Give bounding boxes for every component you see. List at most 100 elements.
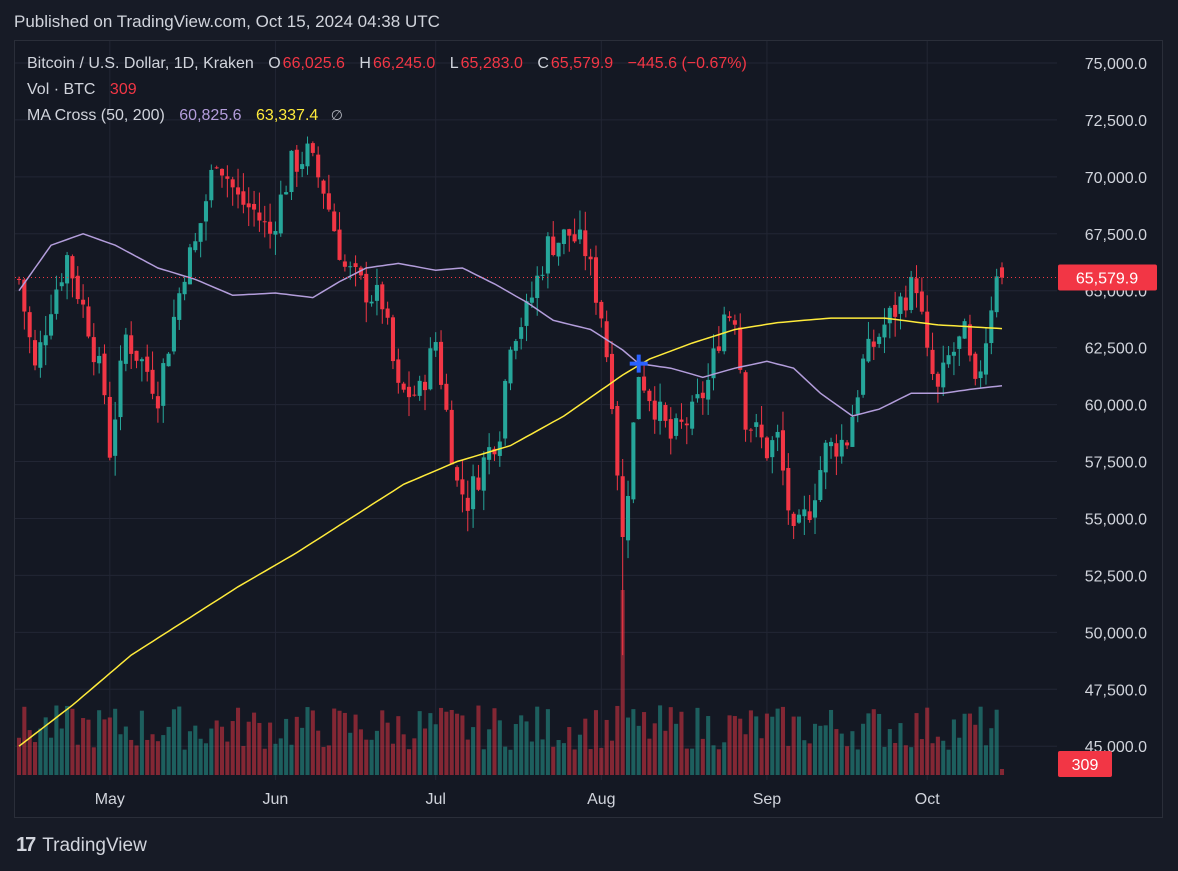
candle-body [882, 324, 887, 338]
volume-bar [845, 746, 850, 775]
volume-bar [86, 719, 91, 775]
candle-body [422, 381, 428, 391]
legend-ma-cross[interactable]: MA Cross (50, 200) 60,825.6 63,337.4 ∅ [27, 107, 345, 125]
chart-pane[interactable] [14, 40, 1163, 818]
volume-bar [727, 715, 732, 775]
candle-body [278, 194, 283, 234]
volume-bar [214, 720, 219, 775]
candle-body [684, 423, 689, 426]
volume-bar [16, 737, 22, 775]
month-tick-label: Sep [753, 791, 782, 808]
candle-body [572, 234, 577, 242]
volume-bar [75, 744, 80, 775]
volume-bar [166, 726, 171, 775]
candle-body [97, 355, 102, 364]
volume-bar [780, 706, 785, 775]
price-tick-label: 75,000.0 [1085, 56, 1147, 73]
candle-body [695, 394, 700, 399]
open-value: 66,025.6 [282, 55, 345, 72]
volume-bar [706, 716, 711, 775]
footer-brand[interactable]: 17 TradingView [16, 834, 147, 857]
candle-body [807, 511, 812, 520]
volume-bar [652, 723, 657, 775]
volume-bar [321, 746, 326, 775]
candle-body [845, 442, 850, 446]
volume-bar [668, 707, 673, 775]
volume-bar [65, 705, 70, 775]
price-tick-label: 62,500.0 [1085, 341, 1147, 358]
volume-bar [674, 723, 679, 775]
candle-body [983, 343, 989, 375]
volume-bar [535, 706, 540, 775]
volume-bar [396, 716, 401, 775]
open-label: O [268, 55, 281, 72]
hidden-eye-icon[interactable]: ∅ [330, 107, 343, 123]
volume-bar [177, 706, 182, 775]
volume-bar [930, 743, 935, 775]
candle-body [898, 296, 903, 314]
price-tick-label: 57,500.0 [1085, 455, 1147, 472]
candle-body [49, 314, 54, 336]
low-label: L [449, 55, 459, 72]
volume-bar [155, 741, 160, 775]
candle-body [529, 297, 534, 303]
last-price-label-bg [1058, 264, 1157, 291]
candle-body [150, 369, 155, 394]
candle-body [812, 500, 818, 518]
volume-bar [444, 711, 449, 775]
volume-bar [198, 738, 203, 775]
candle-body [449, 409, 454, 465]
candle-body [268, 221, 273, 234]
symbol-title[interactable]: Bitcoin / U.S. Dollar, 1D, Kraken [27, 55, 254, 72]
volume-bar [289, 744, 294, 775]
candle-body [647, 390, 652, 402]
volume-bar [786, 745, 791, 775]
candle-body [326, 193, 331, 210]
volume-bar [107, 717, 112, 775]
candle-body [65, 255, 70, 284]
volume-bar [909, 747, 914, 775]
volume-bar [278, 738, 283, 775]
volume-bar [412, 738, 417, 775]
candle-body [978, 371, 983, 379]
candle-body [674, 418, 679, 436]
candle-body [129, 335, 134, 354]
candle-body [257, 212, 262, 221]
volume-bar [567, 727, 572, 775]
volume-bar [802, 740, 807, 775]
candle-body [609, 353, 615, 410]
last-price-label: 65,579.9 [1076, 271, 1138, 288]
candle-body [748, 429, 753, 431]
legend-volume[interactable]: Vol · BTC 309 [27, 81, 139, 99]
volume-bar [834, 729, 839, 775]
volume-bar [882, 746, 887, 775]
month-tick-label: Oct [915, 791, 940, 808]
volume-bar [615, 705, 620, 775]
candle-body [203, 201, 209, 222]
volume-bar [791, 716, 796, 775]
volume-bar [252, 712, 257, 775]
ma50-value: 60,825.6 [179, 107, 242, 124]
candle-body [914, 278, 919, 294]
candle-body [38, 342, 43, 368]
candle-body [620, 476, 625, 537]
volume-bar [866, 713, 871, 775]
volume-bar [262, 748, 267, 775]
candle-body [668, 419, 673, 439]
volume-bar [626, 717, 631, 775]
candle-body [417, 380, 422, 396]
volume-bar [839, 733, 844, 775]
candle-body [823, 442, 828, 473]
volume-bar [588, 749, 593, 775]
volume-bar [97, 710, 102, 775]
candle-body [187, 247, 192, 285]
candle-body [593, 257, 599, 303]
volume-bar [914, 713, 919, 775]
candle-body [86, 306, 91, 337]
volume-bar [658, 705, 663, 775]
volume-value: 309 [109, 81, 137, 98]
candle-body [433, 342, 438, 351]
candle-body [780, 430, 785, 471]
candle-body [877, 336, 882, 344]
